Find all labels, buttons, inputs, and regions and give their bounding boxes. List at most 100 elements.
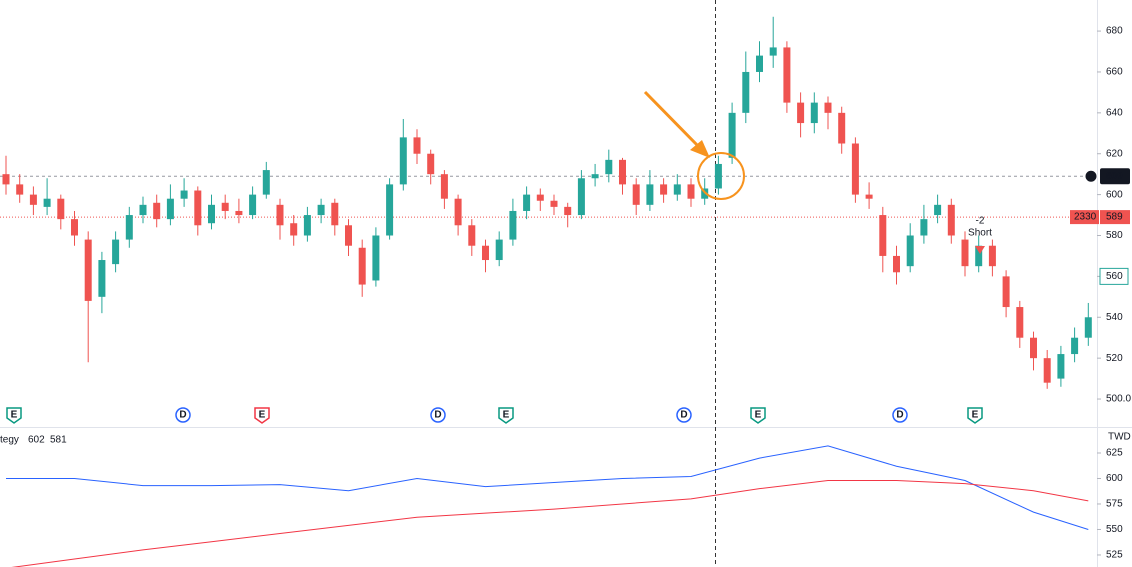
indicator-value: 581	[50, 435, 67, 446]
position-qty-badge	[1070, 210, 1099, 225]
candle-body	[797, 102, 805, 124]
candle-body	[386, 184, 394, 236]
candle-body	[1057, 354, 1065, 379]
event-label: E	[11, 410, 18, 421]
candle-body	[98, 260, 106, 297]
candle-body	[1043, 358, 1051, 383]
candle-body	[221, 202, 229, 211]
candle-body	[43, 198, 51, 207]
candle-body	[714, 163, 722, 189]
position-price-badge	[1100, 210, 1130, 225]
event-label: E	[259, 410, 266, 421]
event-icon	[6, 407, 22, 424]
candle-body	[742, 71, 750, 113]
candle-body	[358, 247, 366, 285]
candle-body	[687, 184, 695, 199]
candle-body	[235, 210, 243, 216]
event-label: E	[972, 410, 979, 421]
annotation-arrow	[643, 90, 702, 150]
candle-body	[865, 194, 873, 199]
candle-body	[2, 174, 10, 185]
candle-body	[591, 174, 599, 179]
candle-body	[769, 47, 777, 56]
candle-body	[372, 235, 380, 281]
candle-body	[1071, 337, 1079, 355]
event-label: E	[755, 410, 762, 421]
marker-price: 560	[1106, 271, 1123, 282]
candle-body	[317, 204, 325, 216]
candle-body	[112, 239, 120, 265]
candle-body	[879, 215, 887, 256]
candle-body	[988, 245, 996, 267]
position-price: 589	[1106, 212, 1123, 223]
highlight-circle	[697, 152, 745, 200]
event-icon	[967, 407, 983, 424]
candle-body	[920, 219, 928, 236]
event-label: D	[179, 410, 186, 421]
position-qty: 2330	[1074, 212, 1097, 223]
candle-body	[1030, 337, 1037, 359]
event-icon	[750, 407, 766, 424]
event-icon	[175, 407, 191, 423]
add-alert-button	[1084, 169, 1098, 183]
candle-body	[673, 184, 681, 195]
indicator-line	[11, 480, 1089, 567]
candle-body	[16, 184, 24, 195]
candle-body	[468, 225, 476, 246]
candle-body	[303, 215, 311, 236]
y-tick-label: 640	[1106, 107, 1123, 118]
candle-body	[57, 198, 65, 220]
candle-body	[947, 204, 955, 236]
event-icon	[498, 407, 514, 424]
candle-body	[660, 184, 668, 195]
candle-body	[208, 204, 215, 224]
y-tick-label: 600	[1106, 189, 1123, 200]
y-tick-label: 660	[1106, 67, 1123, 78]
candle-body	[810, 102, 818, 124]
candle-body	[756, 55, 763, 72]
candle-body	[728, 112, 736, 158]
candle-body	[290, 223, 298, 236]
event-icon	[430, 407, 446, 423]
candle-body	[550, 200, 558, 207]
trade-quantity: -2	[976, 216, 985, 227]
y-tick-label: 550	[1106, 524, 1123, 535]
candle-body	[1016, 307, 1024, 338]
y-tick-label: 525	[1106, 550, 1123, 561]
y-tick-label: 540	[1106, 312, 1123, 323]
currency-label: TWD	[1108, 432, 1131, 443]
candle-body	[194, 190, 202, 226]
candle-body	[180, 190, 188, 199]
y-tick-label: 580	[1106, 230, 1123, 241]
candle-body	[605, 159, 613, 175]
event-label: D	[896, 410, 903, 421]
candle-body	[71, 219, 78, 236]
candle-body	[153, 202, 161, 220]
candle-body	[331, 202, 339, 226]
event-label: D	[680, 410, 687, 421]
candle-body	[454, 198, 462, 226]
candle-body	[139, 204, 147, 216]
candle-body	[632, 184, 640, 205]
event-icon	[892, 407, 908, 423]
candle-body	[482, 245, 489, 261]
candle-body	[824, 102, 832, 113]
candle-body	[893, 255, 900, 273]
annotation-arrowhead	[690, 140, 710, 158]
y-tick-label: 575	[1106, 499, 1123, 510]
indicator-title: tegy	[0, 435, 19, 446]
last-price-badge	[1100, 168, 1130, 185]
candle-body	[646, 184, 654, 205]
last-price-label: 609	[1106, 171, 1123, 182]
event-icon	[676, 407, 692, 423]
candle-body	[564, 206, 572, 216]
marker-price-badge	[1099, 267, 1129, 285]
candle-body	[166, 198, 174, 220]
event-icon	[254, 407, 270, 424]
candle-body	[536, 194, 544, 201]
candle-body	[29, 194, 37, 205]
y-tick-label: 625	[1106, 448, 1123, 459]
candle-body	[125, 215, 133, 240]
candle-body	[509, 210, 517, 240]
